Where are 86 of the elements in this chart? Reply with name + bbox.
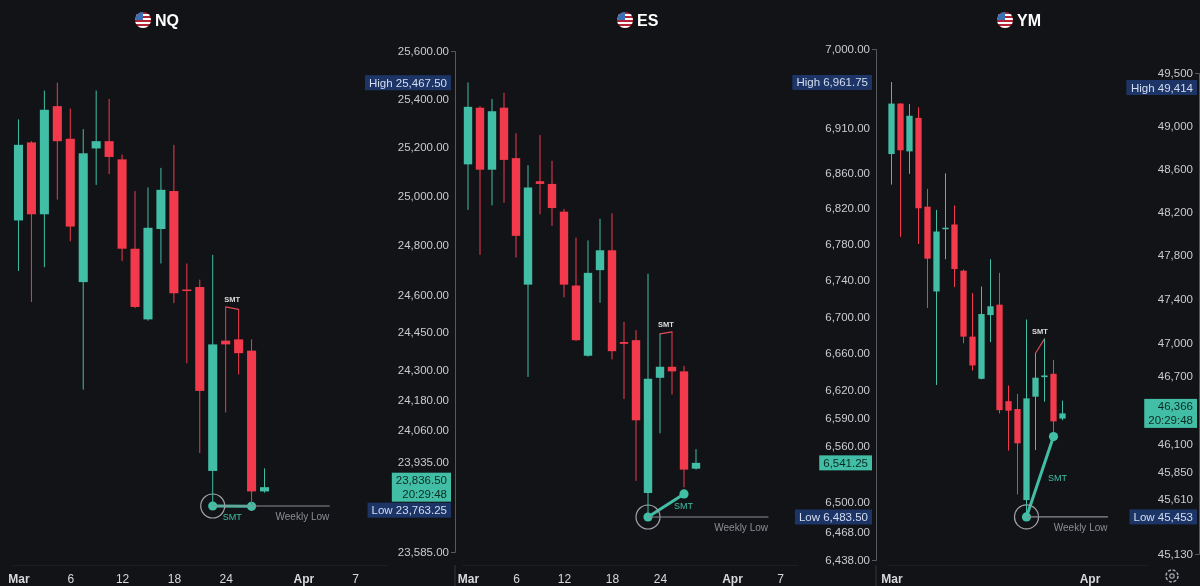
y-tick-label: 23,585.00 bbox=[397, 546, 449, 559]
y-tick-label: 46,100 bbox=[1157, 437, 1193, 450]
candlestick bbox=[91, 90, 101, 186]
candlestick bbox=[234, 308, 244, 376]
y-tick-label: 6,468.00 bbox=[825, 525, 870, 538]
y-tick-label: 47,800 bbox=[1157, 249, 1193, 262]
chart-title: YM bbox=[1017, 12, 1041, 29]
y-tick-label: 45,850 bbox=[1157, 465, 1193, 478]
y-tick-label: 6,620.00 bbox=[825, 383, 870, 396]
y-tick-label: 6,700.00 bbox=[825, 310, 870, 323]
series-label: Weekly Low bbox=[714, 522, 769, 533]
text: Low 6,483.50 bbox=[798, 511, 868, 523]
y-tick-label: 49,000 bbox=[1157, 120, 1193, 133]
y-tick-label: 47,000 bbox=[1157, 336, 1193, 349]
y-tick-label: 6,740.00 bbox=[825, 274, 870, 287]
y-tick-label: 24,300.00 bbox=[397, 363, 449, 376]
y-tick-label: 24,800.00 bbox=[397, 239, 449, 252]
y-tick-label: 25,600.00 bbox=[397, 45, 449, 58]
candlestick bbox=[595, 218, 605, 304]
y-tick-label: 25,200.00 bbox=[397, 141, 449, 154]
y-tick-label: 24,180.00 bbox=[397, 393, 449, 406]
candlestick bbox=[104, 98, 114, 175]
annotation: High 6,961.75 bbox=[796, 76, 868, 89]
candlestick bbox=[655, 333, 665, 434]
x-tick-label: 6 bbox=[513, 571, 521, 586]
candlestick bbox=[259, 467, 270, 494]
y-tick-label: 49,500 bbox=[1157, 67, 1193, 80]
x-tick-label: Mar bbox=[881, 571, 903, 586]
x-tick-label: Apr bbox=[293, 571, 315, 586]
y-tick-label: 6,860.00 bbox=[825, 166, 870, 179]
candlestick bbox=[535, 134, 545, 215]
x-tick-label: Apr bbox=[722, 571, 744, 586]
x-tick-label: 24 bbox=[219, 571, 234, 586]
text: 23,836.50 20:29:48 bbox=[395, 474, 447, 501]
y-tick-label: 6,590.00 bbox=[825, 411, 870, 424]
y-tick-label: 6,438.00 bbox=[825, 554, 870, 567]
y-tick-label: 24,060.00 bbox=[397, 424, 449, 437]
series-label: SMT bbox=[674, 501, 694, 512]
y-tick-label: 7,000.00 bbox=[825, 43, 870, 56]
y-tick-label: 47,400 bbox=[1157, 292, 1193, 305]
x-tick-label: 6 bbox=[67, 571, 75, 586]
candlestick bbox=[987, 258, 994, 343]
y-tick-label: 25,400.00 bbox=[397, 93, 449, 106]
annotation: Low 45,453 bbox=[1133, 510, 1193, 523]
text: 6,541.25 bbox=[823, 456, 868, 469]
candlestick bbox=[1032, 352, 1039, 451]
y-tick-label: 45,130 bbox=[1157, 548, 1193, 561]
candlestick bbox=[619, 321, 629, 400]
y-tick-label: 24,450.00 bbox=[397, 326, 449, 339]
series-label: Weekly Low bbox=[1053, 521, 1109, 533]
y-tick-label: 6,910.00 bbox=[825, 122, 870, 135]
chart-title: NQ bbox=[155, 12, 179, 29]
y-tick-label: 6,660.00 bbox=[825, 347, 870, 360]
y-tick-label: 6,820.00 bbox=[825, 202, 870, 215]
x-tick-label: Mar bbox=[8, 571, 30, 586]
series-label: SMT bbox=[222, 512, 243, 523]
x-tick-label: 7 bbox=[777, 571, 785, 586]
x-tick-label: 18 bbox=[605, 571, 620, 586]
x-tick-label: 7 bbox=[352, 571, 360, 586]
annotation: 46,366 20:29:48 bbox=[1148, 400, 1193, 427]
y-tick-label: 48,600 bbox=[1157, 162, 1193, 175]
y-tick-label: 6,780.00 bbox=[825, 238, 870, 251]
series-label: Weekly Low bbox=[275, 510, 331, 522]
x-tick-label: 12 bbox=[115, 571, 130, 586]
y-tick-label: 48,200 bbox=[1157, 205, 1193, 218]
series-label: SMT bbox=[1048, 472, 1068, 483]
y-tick-label: 46,700 bbox=[1157, 370, 1193, 383]
candlestick bbox=[1041, 338, 1048, 403]
x-tick-label: 18 bbox=[167, 571, 182, 586]
chart-title: ES bbox=[637, 12, 659, 29]
y-tick-label: 6,500.00 bbox=[825, 495, 870, 508]
y-tick-label: 6,560.00 bbox=[825, 439, 870, 452]
candlestick bbox=[691, 448, 701, 471]
x-tick-label: 24 bbox=[653, 571, 668, 586]
candlestick bbox=[1059, 400, 1066, 421]
x-tick-label: 12 bbox=[557, 571, 572, 586]
annotation: Low 23,763.25 bbox=[371, 504, 447, 517]
annotation: High 25,467.50 bbox=[368, 76, 447, 89]
y-tick-label: 45,610 bbox=[1157, 493, 1193, 506]
y-tick-label: 23,935.00 bbox=[397, 456, 449, 469]
x-tick-label: Apr bbox=[1079, 571, 1101, 586]
x-tick-label: Mar bbox=[457, 571, 480, 586]
annotation: High 49,414 bbox=[1130, 81, 1194, 94]
y-tick-label: 24,600.00 bbox=[397, 288, 449, 301]
candlestick bbox=[1005, 385, 1012, 452]
y-tick-label: 25,000.00 bbox=[397, 190, 449, 203]
